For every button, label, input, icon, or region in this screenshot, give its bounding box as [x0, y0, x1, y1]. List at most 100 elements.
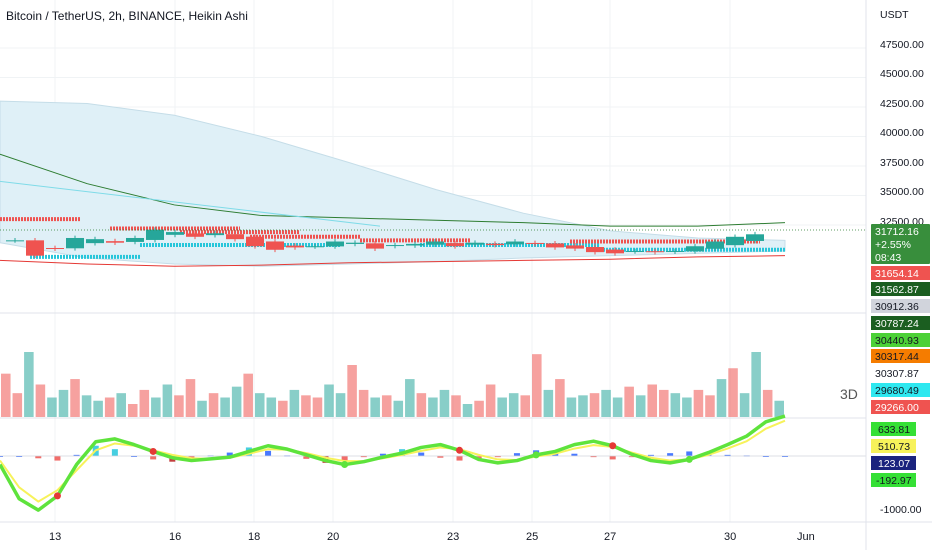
candle-body [626, 250, 644, 252]
candle [146, 227, 164, 243]
price-badge: 29266.00 [875, 402, 919, 414]
volume-bar [335, 393, 346, 417]
osc-badge-bg [871, 422, 916, 436]
date-tick: 25 [526, 531, 538, 543]
volume-bar [58, 389, 69, 417]
volume-bar [670, 393, 681, 417]
volume-bar [116, 393, 126, 417]
badge-bg [871, 366, 930, 380]
candle [126, 235, 144, 245]
price-badge: 31654.14 [875, 268, 919, 280]
volume-bar [174, 395, 184, 417]
histogram-bar [111, 449, 118, 456]
histogram-bar [418, 452, 425, 456]
candle-body [246, 236, 264, 247]
candle [586, 244, 604, 255]
date-tick: 18 [248, 531, 260, 543]
badge-bg [871, 400, 930, 414]
candle-body [466, 242, 484, 245]
volume-bar [12, 393, 23, 417]
green-band-line [0, 153, 786, 227]
volume-bar [716, 379, 727, 417]
candle-body [666, 250, 684, 252]
candle [266, 239, 284, 253]
candle-body [386, 245, 404, 247]
volume-bar [555, 379, 565, 417]
price-tick: 42500.00 [880, 98, 924, 110]
volume-bar [451, 395, 461, 417]
candle-body [366, 243, 384, 249]
price-tick: 40000.00 [880, 127, 924, 139]
volume-bar [358, 389, 369, 417]
volume-bar [278, 400, 288, 417]
price-badge: 30317.44 [875, 351, 919, 363]
candle [386, 242, 404, 249]
histogram-bar [16, 456, 23, 457]
volume-bar [301, 395, 311, 417]
candle-body [106, 241, 124, 243]
badge-bg [871, 299, 930, 313]
volume-bar [24, 352, 34, 417]
candle [446, 240, 464, 249]
volume-bar [208, 393, 219, 417]
histogram-bar [724, 454, 731, 456]
volume-bar [485, 384, 496, 417]
candle-body [706, 241, 724, 249]
candle [646, 248, 664, 255]
date-tick: 13 [49, 531, 61, 543]
date-axis[interactable]: 13 16 18 20 23 25 27 30 Jun [49, 531, 815, 543]
badge-bg [871, 349, 930, 363]
candle-body [486, 243, 504, 246]
price-badge: 30307.87 [875, 368, 919, 380]
volume-bar [324, 384, 334, 417]
candle-body [646, 251, 664, 253]
chart-title: Bitcoin / TetherUS, 2h, BINANCE, Heikin … [6, 9, 248, 23]
candle [706, 239, 724, 252]
candle [506, 239, 524, 247]
candle [46, 245, 64, 251]
volume-bar [693, 389, 704, 417]
cross-marker [685, 455, 693, 463]
volume-bar [347, 365, 357, 417]
cross-marker [149, 447, 157, 455]
histogram-bar [647, 454, 654, 456]
candle [486, 241, 504, 248]
osc-badge-bg [871, 456, 916, 470]
price-badge: 30787.24 [875, 318, 919, 330]
candle [6, 237, 24, 243]
histogram-bar [609, 456, 616, 460]
histogram-bar [782, 456, 788, 457]
histogram-bar [265, 450, 272, 456]
histogram-bar [494, 456, 501, 458]
candles[interactable] [6, 227, 764, 259]
histogram-bar [762, 456, 769, 457]
volume-bar [578, 395, 588, 417]
volume-bar [162, 384, 173, 417]
volume-bar [381, 395, 392, 417]
countdown-badge: 08:43 [875, 252, 901, 264]
volume-bar [312, 397, 323, 417]
price-badges: 31712.16 +2.55% 08:43 31654.14 31562.87 … [871, 224, 930, 487]
candle [626, 248, 644, 254]
osc-tick: -1000.00 [880, 504, 922, 516]
badge-bg [871, 316, 930, 330]
volume-bar [220, 397, 230, 417]
candle-body [66, 237, 84, 249]
candle-body [746, 234, 764, 241]
date-tick: 23 [447, 531, 459, 543]
histogram-bar [0, 456, 3, 457]
histogram-bar [513, 453, 520, 456]
candle-body [326, 241, 344, 247]
date-tick: Jun [797, 531, 815, 543]
volume-bar [520, 395, 531, 417]
price-badge: 30440.93 [875, 335, 919, 347]
badge-bg [871, 333, 930, 347]
volume-bar [751, 352, 761, 417]
price-tick: 45000.00 [880, 68, 924, 80]
candle [66, 235, 84, 251]
cross-marker [532, 451, 540, 459]
volume-bar [104, 397, 115, 417]
price-tick: 37500.00 [880, 157, 924, 169]
